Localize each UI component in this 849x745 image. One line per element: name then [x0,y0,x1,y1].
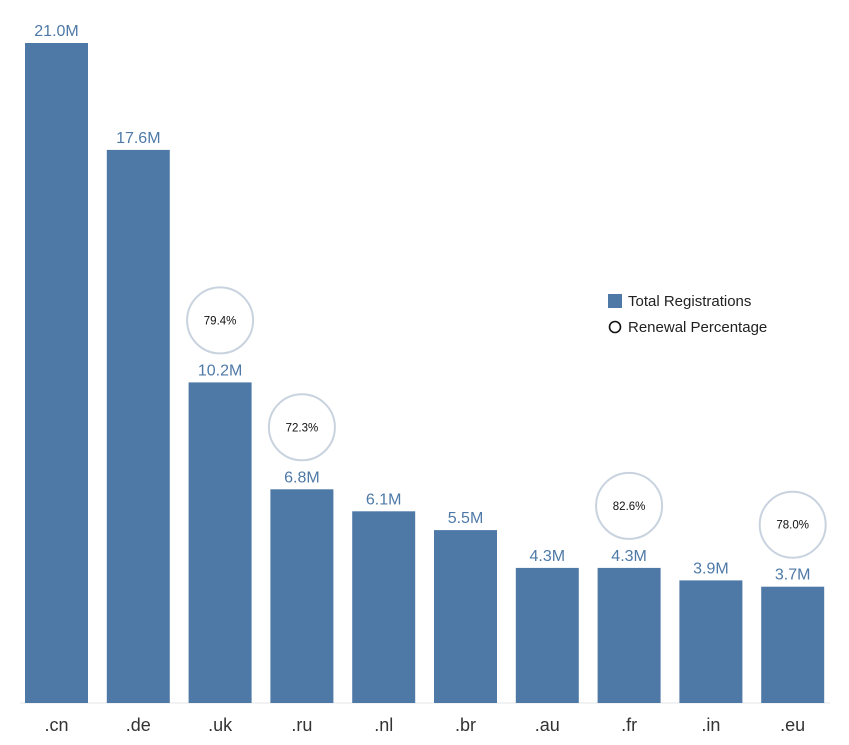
renewal-circle-uk [186,286,255,355]
category-label-fr: .fr [621,715,637,735]
category-label-ru: .ru [291,715,312,735]
bar-fr [597,567,661,703]
category-label-de: .de [126,715,151,735]
bar-value-label-cn: 21.0M [34,23,78,40]
category-label-cn: .cn [44,715,68,735]
bar-value-label-au: 4.3M [530,548,566,565]
bar-de [106,149,170,703]
bar-eu [761,586,825,703]
bar-value-label-fr: 4.3M [611,548,647,565]
bar-value-label-ru: 6.8M [284,469,320,486]
renewal-label-ru: 72.3% [286,422,319,434]
bar-au [515,567,579,703]
legend-swatch-total-registrations [608,294,622,308]
renewal-circle-eu [758,490,827,559]
category-label-uk: .uk [208,715,233,735]
bar-br [434,530,497,703]
legend-marker-renewal-percentage [608,320,622,334]
category-labels-group: .cn .de .uk .ru .nl .br .au .fr .in .eu [44,715,805,735]
renewal-label-eu: 78.0% [776,520,809,532]
category-label-au: .au [535,715,560,735]
bar-ru [270,489,334,703]
renewal-label-uk: 79.4% [204,315,237,327]
bars-group [25,43,825,703]
bar-value-label-uk: 10.2M [198,362,242,379]
bar-nl [352,511,416,703]
bar-uk [188,382,252,703]
bar-value-label-de: 17.6M [116,130,160,147]
bar-in [679,580,743,703]
category-label-eu: .eu [780,715,805,735]
legend: Total Registrations Renewal Percentage [608,293,767,336]
bar-value-label-eu: 3.7M [775,567,811,584]
renewal-markers-group: 79.4% 72.3% 82.6% 78.0% [186,286,827,559]
renewal-circle-fr [595,471,664,540]
category-label-nl: .nl [374,715,393,735]
bar-labels-group: 21.0M 17.6M 10.2M 6.8M 6.1M 5.5M 4.3M 4.3M 3.9M 3… [34,23,810,584]
legend-label-total-registrations: Total Registrations [628,293,751,310]
bar-value-label-in: 3.9M [693,560,729,577]
legend-label-renewal-percentage: Renewal Percentage [628,319,767,336]
category-label-br: .br [455,715,476,735]
renewal-circle-ru [267,393,336,462]
bar-cn [25,43,88,703]
category-label-in: .in [701,715,720,735]
renewal-label-fr: 82.6% [613,501,646,513]
bar-value-label-br: 5.5M [448,510,484,527]
bar-value-label-nl: 6.1M [366,491,402,508]
